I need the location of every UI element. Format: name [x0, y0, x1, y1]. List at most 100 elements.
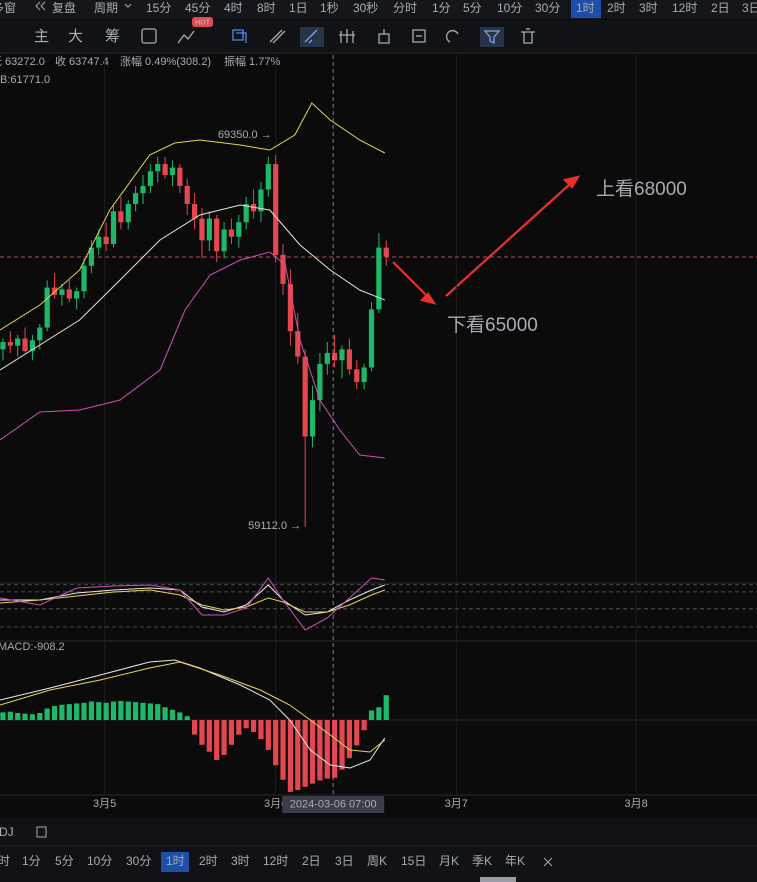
histogram-bar — [361, 720, 367, 731]
tool-icon[interactable] — [521, 28, 535, 44]
histogram-bar — [221, 720, 227, 755]
bottom-area — [0, 818, 757, 882]
period-tab[interactable]: 30秒 — [353, 1, 378, 15]
period-tab[interactable]: 5分 — [55, 854, 74, 868]
period-tab[interactable]: 3日 — [335, 854, 354, 868]
x-tick-label: 3月6 — [264, 798, 287, 810]
candle-body — [155, 164, 161, 172]
scroll-indicator[interactable] — [480, 877, 516, 882]
histogram-bar — [206, 720, 212, 752]
candle-body — [110, 211, 117, 244]
candle-body — [309, 400, 316, 437]
period-tab[interactable]: 时 — [0, 854, 10, 868]
candle-body — [147, 171, 153, 186]
period-tab[interactable]: 3时 — [639, 1, 658, 15]
indicator-button[interactable]: 筹 — [105, 28, 120, 45]
arrow-up — [445, 183, 571, 297]
indicator-button[interactable]: 主 — [34, 28, 49, 45]
tool-icon[interactable] — [412, 29, 426, 43]
histogram-bar — [346, 720, 352, 759]
tool-icon[interactable] — [483, 30, 501, 45]
period-tab[interactable]: 分时 — [393, 1, 417, 15]
tool-icon[interactable] — [269, 29, 286, 44]
max-label: 69350.0 → — [218, 129, 272, 141]
period-tab[interactable]: 周期 — [94, 1, 118, 15]
candle-body — [74, 291, 80, 299]
histogram-bar — [59, 704, 65, 720]
period-tab[interactable]: 2日 — [302, 854, 321, 868]
candle-body — [88, 247, 95, 266]
indicator-button[interactable]: 大 — [68, 28, 83, 45]
histogram-bar — [118, 700, 124, 720]
period-tab[interactable]: 1日 — [289, 1, 308, 15]
tool-icon[interactable] — [177, 30, 195, 44]
period-tab[interactable]: 15日 — [401, 854, 426, 868]
period-tab[interactable]: 3日 — [742, 1, 757, 15]
period-tab[interactable]: 2日 — [711, 1, 730, 15]
period-tab[interactable]: 复盘 — [52, 0, 76, 15]
dropdown-caret[interactable] — [124, 3, 132, 8]
close-icon[interactable] — [543, 857, 553, 867]
period-tab[interactable]: 年K — [505, 854, 525, 868]
period-tab[interactable]: 季K — [472, 854, 492, 868]
macd-title: MACD:-908.2 — [0, 641, 65, 653]
period-tab[interactable]: 1分 — [432, 1, 451, 15]
candle-body — [287, 283, 294, 332]
tool-icon[interactable] — [446, 30, 459, 43]
period-tab[interactable]: 30分 — [535, 1, 560, 15]
period-tab[interactable]: 2时 — [199, 854, 218, 868]
histogram-bar — [250, 720, 257, 733]
candle-body — [44, 287, 50, 328]
indicator-line — [0, 659, 386, 769]
histogram-bar — [29, 714, 36, 720]
candle-body — [265, 164, 271, 190]
period-tab[interactable]: 30分 — [126, 854, 151, 868]
candle-body — [354, 369, 360, 383]
period-tab[interactable]: 1分 — [22, 854, 41, 868]
candle-body — [140, 185, 146, 194]
histogram-bar — [273, 720, 279, 766]
histogram-bar — [37, 713, 43, 720]
histogram-bar — [324, 720, 330, 779]
arrowhead — [562, 175, 581, 189]
replay-icon[interactable] — [35, 1, 46, 11]
histogram-bar — [339, 720, 345, 770]
period-tab[interactable]: 12时 — [263, 854, 288, 868]
period-tab[interactable]: 1时 — [166, 854, 185, 868]
badge: HOT — [195, 19, 211, 26]
period-tab[interactable]: 1时 — [576, 1, 595, 15]
candle-body — [243, 204, 249, 223]
period-tab[interactable]: 3时 — [231, 854, 250, 868]
band-label: B:61771.0 — [0, 74, 50, 86]
histogram-bar — [7, 711, 13, 720]
indicator-line — [0, 204, 385, 371]
candle-body — [125, 204, 131, 223]
period-tab[interactable]: 10分 — [87, 854, 112, 868]
period-tab[interactable]: 周K — [367, 854, 387, 868]
tool-icon[interactable] — [141, 28, 157, 44]
period-tab[interactable]: 1秒 — [320, 1, 339, 15]
period-tab[interactable]: 月K — [439, 854, 459, 868]
tool-icon[interactable] — [232, 29, 247, 43]
period-tab[interactable]: 10分 — [497, 1, 522, 15]
period-tab[interactable]: 4时 — [224, 1, 243, 15]
period-tab[interactable]: 12时 — [672, 1, 697, 15]
period-tab[interactable]: 5分 — [463, 1, 482, 15]
tool-icon[interactable] — [339, 29, 355, 43]
active-tab-bg — [571, 0, 601, 18]
candle-body — [199, 218, 205, 241]
candle-body — [258, 189, 264, 212]
period-tab[interactable]: 8时 — [257, 1, 276, 15]
tool-icon[interactable] — [378, 29, 390, 44]
tool-icon[interactable] — [304, 29, 318, 44]
period-tab[interactable]: 2时 — [607, 1, 626, 15]
tool-active-bg — [480, 27, 504, 47]
period-tab[interactable]: 多窗 — [0, 1, 16, 15]
histogram-bar — [155, 704, 161, 720]
period-tab[interactable]: 45分 — [185, 1, 210, 15]
settings-icon[interactable] — [36, 826, 47, 838]
histogram-bar — [81, 702, 87, 720]
candle-body — [302, 356, 308, 437]
period-tab[interactable]: 15分 — [146, 1, 171, 15]
annotation-arrows — [392, 175, 581, 305]
